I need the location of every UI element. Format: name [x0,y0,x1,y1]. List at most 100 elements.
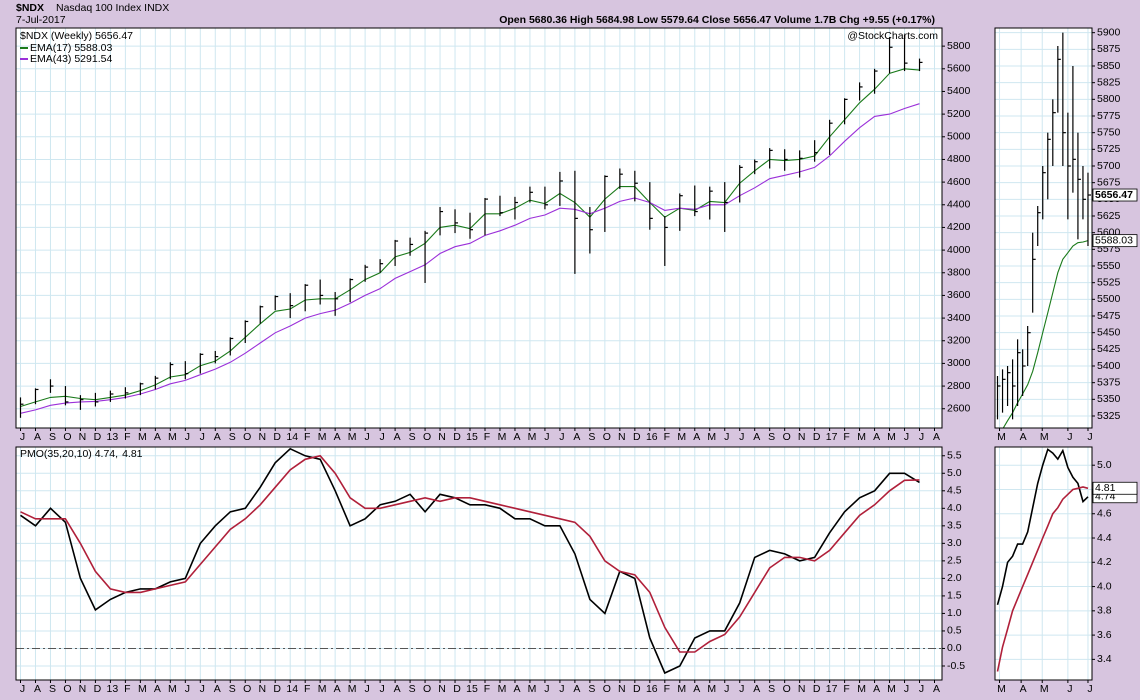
x-tick-label: J [185,431,190,443]
y-tick-label: 5625 [1097,210,1121,222]
y-tick-label: 5375 [1097,376,1121,388]
y-tick-label: 4.4 [1097,532,1112,544]
x-tick-label: M [707,431,716,443]
x-tick-label: M [997,683,1006,695]
x-tick-label: D [273,431,281,443]
x-tick-label: A [873,683,880,695]
x-tick-label: O [63,683,71,695]
x-tick-label: D [273,683,281,695]
x-tick-label: J [1087,431,1092,443]
series-line [996,486,1089,672]
y-tick-label: 3800 [947,267,971,279]
y-tick-label: 5800 [947,40,971,52]
x-tick-label: A [693,431,700,443]
x-tick-label: J [1067,431,1072,443]
y-tick-label: 5800 [1097,93,1121,105]
x-tick-label: A [214,431,221,443]
x-tick-label: J [724,683,729,695]
y-tick-label: 1.5 [947,590,962,602]
x-tick-label: D [94,431,102,443]
y-tick-label: 3.5 [947,520,962,532]
y-tick-label: 5775 [1097,110,1121,122]
x-tick-label: O [423,431,431,443]
x-tick-label: A [334,431,341,443]
x-tick-label: N [258,431,266,443]
panel [995,447,1092,680]
y-tick-label: 5825 [1097,76,1121,88]
x-tick-label: A [34,431,41,443]
symbol: $NDX [16,2,44,14]
x-tick-label: J [1067,683,1072,695]
x-tick-label: J [364,683,369,695]
x-tick-label: M [528,683,537,695]
x-tick-label: M [498,431,507,443]
x-tick-label: M [887,683,896,695]
x-tick-label: D [633,683,641,695]
x-tick-label: 14 [286,431,298,443]
y-tick-label: 3000 [947,357,971,369]
legend-label: 4.81 [122,448,143,460]
x-tick-label: J [559,431,564,443]
y-tick-label: -0.5 [947,660,965,672]
index-name: Nasdaq 100 Index INDX [56,2,169,14]
x-tick-label: M [1040,683,1049,695]
plot-area [995,447,1092,680]
legend-label: EMA(17) 5588.03 [30,42,112,54]
x-tick-label: S [768,683,775,695]
x-tick-label: M [1040,431,1049,443]
x-tick-label: F [124,683,130,695]
legend-label: PMO(35,20,10) 4.74, [20,448,118,460]
x-tick-label: A [513,431,520,443]
x-tick-label: J [200,683,205,695]
x-tick-label: M [997,431,1006,443]
x-tick-label: 16 [646,431,658,443]
x-tick-label: S [49,683,56,695]
y-tick-label: 5850 [1097,60,1121,72]
x-tick-label: F [484,431,490,443]
y-tick-label: 5200 [947,108,971,120]
panel [995,28,1092,428]
panel-border [15,27,943,429]
x-tick-label: F [843,431,849,443]
y-tick-label: 0.5 [947,625,962,637]
plot-area [16,447,942,680]
x-tick-label: A [573,431,580,443]
date: 7-Jul-2017 [16,14,66,26]
x-tick-label: M [677,683,686,695]
x-tick-label: O [243,683,251,695]
x-tick-label: J [364,431,369,443]
x-tick-label: 17 [826,431,838,443]
y-tick-label: 3200 [947,335,971,347]
x-tick-label: J [559,683,564,695]
x-tick-label: M [168,683,177,695]
y-tick-label: 5500 [1097,293,1121,305]
legend-label: EMA(43) 5291.54 [30,53,112,65]
last-value-tag [1092,481,1138,495]
x-tick-label: A [573,683,580,695]
y-tick-label: 3600 [947,289,971,301]
x-tick-label: N [798,431,806,443]
x-tick-label: A [873,431,880,443]
x-tick-label: A [34,683,41,695]
x-tick-label: D [94,683,102,695]
y-tick-label: 4.0 [1097,580,1112,592]
x-tick-label: A [933,683,940,695]
y-tick-label: 5700 [1097,160,1121,172]
x-tick-label: D [813,431,821,443]
series-line [996,448,1089,606]
channel-lower [659,127,943,269]
x-tick-label: J [544,431,549,443]
y-tick-label: 5900 [1097,26,1121,38]
x-tick-label: F [304,683,310,695]
y-tick-label: 4600 [947,176,971,188]
series-line [20,447,920,675]
y-tick-label: 1.0 [947,607,962,619]
y-tick-label: 5525 [1097,276,1121,288]
x-tick-label: D [453,431,461,443]
x-tick-label: M [168,431,177,443]
x-tick-label: N [618,683,626,695]
credit: @StockCharts.com [847,30,938,42]
last-value: 4.81 [1095,482,1116,494]
y-tick-label: 4.2 [1097,556,1112,568]
